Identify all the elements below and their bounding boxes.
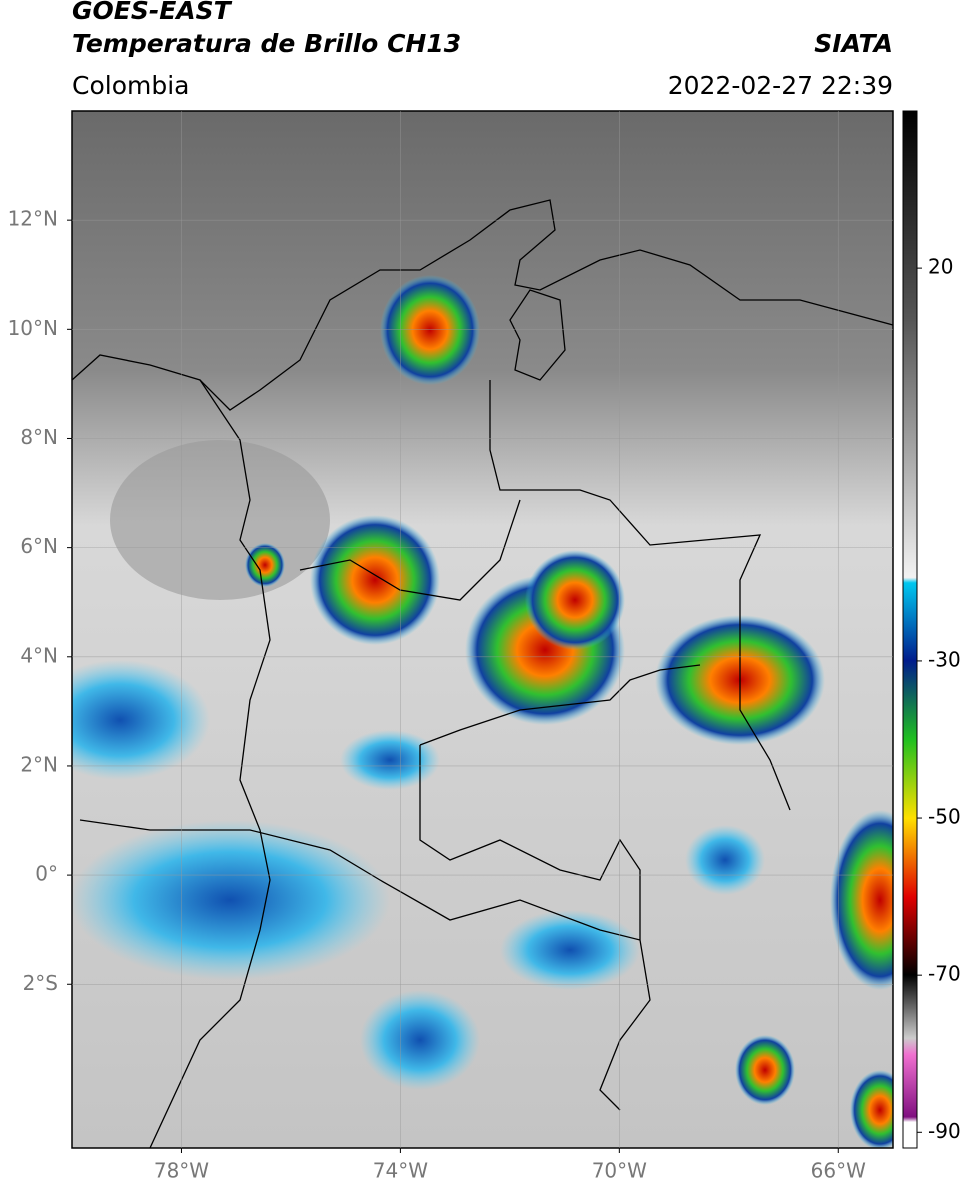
y-tick-label: 8°N (20, 425, 58, 449)
y-tick-label: 0° (35, 862, 58, 886)
cloud (340, 730, 440, 790)
x-tick-label: 70°W (592, 1159, 647, 1183)
cloud (110, 440, 330, 600)
y-tick-label: 12°N (8, 207, 58, 231)
map-frame (71, 110, 894, 1149)
imagery (72, 111, 893, 1148)
y-tick-label: 4°N (20, 643, 58, 667)
colorbar-tick-label: -90 (928, 1119, 961, 1143)
x-tick-label: 66°W (811, 1159, 866, 1183)
y-tick-label: 6°N (20, 534, 58, 558)
y-tick-label: 2°S (23, 971, 58, 995)
storm (310, 515, 440, 645)
x-tick-label: 74°W (373, 1159, 428, 1183)
region: Colombia (72, 71, 189, 100)
y-tick-label: 2°N (20, 752, 58, 776)
colorbar-tick-label: 20 (928, 255, 953, 279)
cloud (72, 660, 210, 780)
storm (735, 1035, 795, 1105)
storm (380, 275, 480, 385)
storm (245, 543, 285, 587)
source: SIATA (814, 29, 893, 58)
borders (72, 199, 893, 1148)
cloud (685, 825, 765, 895)
cloud (72, 820, 390, 980)
cloud (500, 910, 640, 990)
storm (850, 1070, 893, 1148)
satellite: GOES-EAST (72, 0, 233, 25)
colorbar-tick-label: -30 (928, 647, 961, 671)
storm (525, 550, 625, 650)
cloud (360, 990, 480, 1090)
x-tick-label: 78°W (154, 1159, 209, 1183)
colorbar-tick-label: -70 (928, 962, 961, 986)
colorbar-tick-label: -50 (928, 805, 961, 829)
datetime: 2022-02-27 22:39 (668, 71, 893, 100)
colorbar (902, 110, 918, 1149)
product: Temperatura de Brillo CH13 (72, 29, 461, 58)
storm (830, 810, 893, 990)
y-tick-label: 10°N (8, 316, 58, 340)
